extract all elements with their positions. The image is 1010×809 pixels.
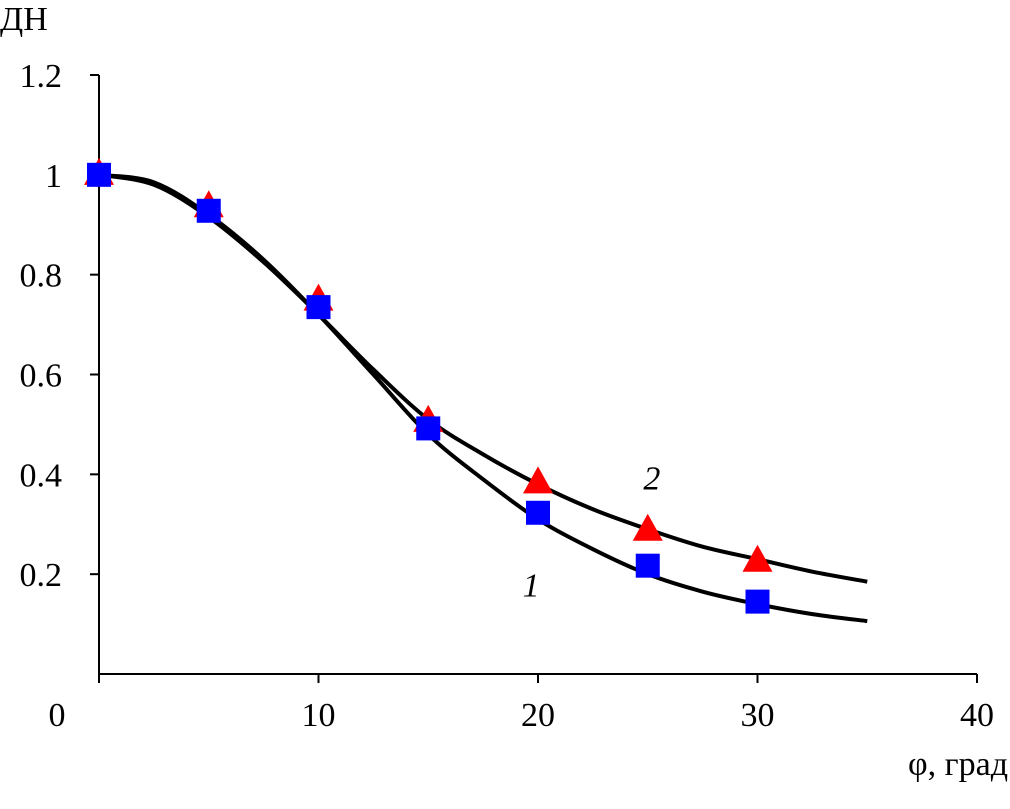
- square-marker: [416, 416, 441, 441]
- y-tick-label: 1.2: [20, 58, 63, 95]
- x-tick-label: 0: [49, 697, 66, 734]
- square-marker: [306, 295, 331, 320]
- x-tick-label: 30: [741, 697, 775, 734]
- square-marker: [635, 553, 660, 578]
- x-axis-label: φ, град: [908, 746, 1008, 783]
- axes: 0 10 20 30 40 0.2 0.4 0.6 0.8 1 1.2: [20, 58, 995, 734]
- y-tick-label: 0.2: [20, 557, 63, 594]
- square-marker: [745, 589, 770, 614]
- curves: 12: [98, 172, 868, 624]
- y-tick-label: 0.4: [20, 457, 63, 494]
- square-marker: [87, 162, 111, 187]
- curve-label-2: 2: [643, 460, 660, 497]
- square-marker: [526, 500, 550, 525]
- square-marker: [196, 198, 221, 223]
- curve-label-1: 1: [523, 568, 540, 605]
- x-tick-label: 40: [960, 697, 994, 734]
- curve-2: [98, 172, 868, 584]
- y-axis-label: ДН: [0, 1, 48, 38]
- y-tick-label: 1: [45, 158, 62, 195]
- x-tick-label: 20: [521, 697, 555, 734]
- triangle-marker: [632, 513, 663, 541]
- triangle-marker: [523, 466, 553, 494]
- curve-1: [98, 172, 868, 624]
- markers: [84, 157, 773, 614]
- x-tick-label: 10: [302, 697, 336, 734]
- y-tick-label: 0.8: [20, 258, 63, 295]
- triangle-marker: [742, 544, 773, 572]
- y-tick-label: 0.6: [20, 358, 63, 395]
